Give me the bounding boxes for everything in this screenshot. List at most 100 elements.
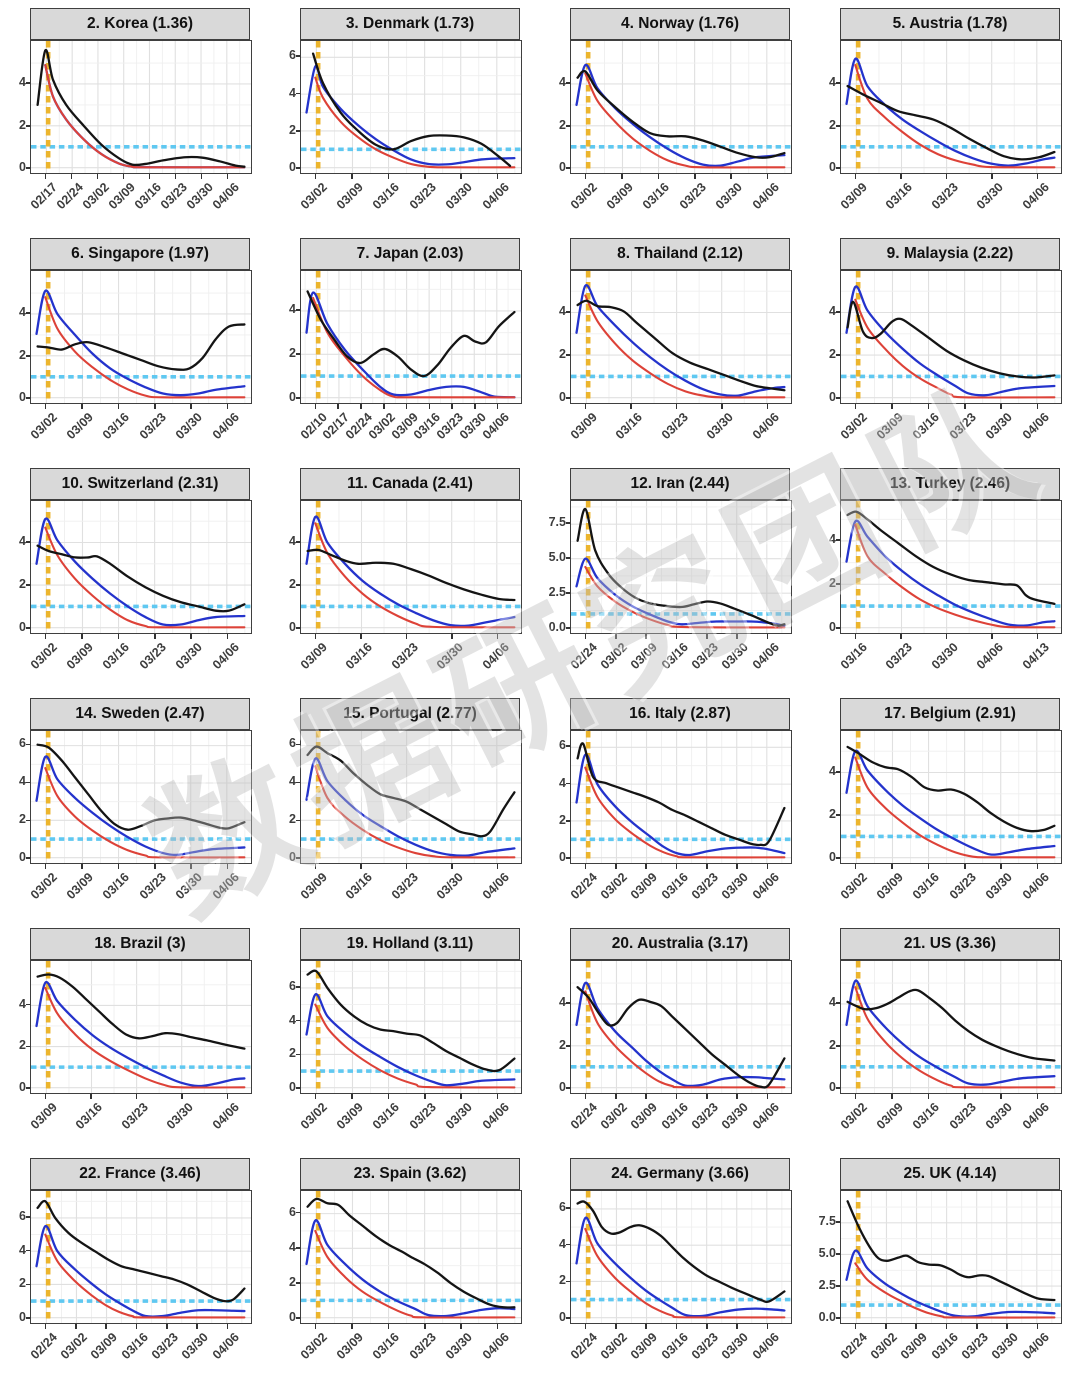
panel-title: 5. Austria (1.78)	[892, 15, 1008, 32]
x-tick-label: 03/09	[628, 1329, 661, 1362]
x-tick-mark	[900, 633, 902, 639]
x-tick-label: 04/06	[749, 1329, 782, 1362]
series-blue	[577, 754, 785, 855]
y-tick-mark	[835, 770, 840, 773]
x-tick-mark	[423, 173, 426, 179]
x-tick-label: 04/06	[1019, 1329, 1052, 1362]
y-tick-label: 6	[19, 1208, 26, 1223]
panel-uk: 25. UK (4.14) 0.0 2.5 5.0 7.5 02/24 03/02 03/09…	[810, 1150, 1080, 1380]
x-tick-mark	[190, 863, 192, 869]
panel-korea: 2. Korea (1.36) 0 2 4 02/17 02/24 03/02 03/09 03…	[0, 0, 270, 230]
x-tick-label: 02/24	[567, 1329, 600, 1362]
series-blue	[847, 750, 1055, 854]
y-tick-label: 7.5	[548, 515, 566, 530]
chart-canvas	[571, 41, 791, 173]
x-tick-label: 03/30	[173, 639, 206, 672]
facet-strip: 23. Spain (3.62)	[300, 1158, 520, 1190]
x-tick-label: 03/30	[719, 869, 752, 902]
plot-area	[840, 729, 1062, 864]
x-tick-label: 03/16	[882, 179, 915, 212]
series-red	[855, 65, 1054, 167]
y-tick-mark	[565, 1087, 570, 1090]
y-tick-label: 6	[559, 738, 566, 753]
y-tick-mark	[565, 354, 570, 356]
x-tick-label: 03/09	[873, 1099, 906, 1132]
x-tick-label: 03/02	[297, 179, 330, 212]
y-tick-label: 4	[19, 75, 26, 90]
x-tick-mark	[766, 863, 769, 869]
x-tick-mark	[360, 863, 362, 869]
y-tick-mark	[25, 124, 30, 127]
x-tick-label: 03/16	[100, 409, 133, 442]
y-tick-mark	[835, 1087, 840, 1090]
plot-area	[300, 1189, 522, 1324]
plot-area	[300, 959, 522, 1094]
x-tick-mark	[360, 633, 362, 639]
facet-strip: 15. Portugal (2.77)	[300, 698, 520, 730]
panel-italy: 16. Italy (2.87) 0 2 4 6 02/24 03/02 03/09 03/16…	[540, 690, 810, 920]
panel-germany: 24. Germany (3.66) 0 2 4 6 02/24 03/02 03/09 03/…	[540, 1150, 810, 1380]
y-tick-label: 0.0	[818, 1310, 836, 1325]
x-tick-label: 03/16	[100, 639, 133, 672]
x-tick-mark	[351, 1093, 353, 1099]
y-tick-label: 0	[289, 850, 296, 865]
facet-strip: 11. Canada (2.41)	[300, 468, 520, 500]
x-tick-label: 03/16	[910, 869, 943, 902]
panel-title: 11. Canada (2.41)	[347, 475, 473, 492]
series-blue	[847, 1250, 1055, 1316]
y-tick-mark	[835, 539, 840, 541]
y-tick-mark	[835, 1285, 840, 1287]
x-tick-label: 03/30	[713, 179, 746, 212]
x-tick-label: 03/30	[433, 869, 466, 902]
x-tick-mark	[122, 173, 125, 179]
y-tick-mark	[565, 1207, 570, 1209]
panel-title: 8. Thailand (2.12)	[617, 245, 743, 262]
panel-title: 16. Italy (2.87)	[629, 705, 731, 722]
x-tick-label: 03/16	[910, 409, 943, 442]
y-tick-label: 2	[559, 117, 566, 132]
facet-strip: 3. Denmark (1.73)	[300, 8, 520, 40]
x-tick-label: 03/09	[27, 1099, 60, 1132]
chart-canvas	[31, 961, 251, 1093]
y-tick-mark	[295, 1211, 300, 1214]
x-tick-mark	[496, 403, 499, 409]
facet-strip: 4. Norway (1.76)	[570, 8, 790, 40]
x-tick-label: 03/09	[63, 639, 96, 672]
y-tick-mark	[295, 92, 300, 95]
y-tick-label: 2	[289, 576, 296, 591]
x-tick-label: 03/23	[157, 179, 190, 212]
y-tick-label: 0	[19, 1310, 26, 1325]
series-black	[308, 549, 515, 599]
series-red	[45, 527, 244, 627]
y-tick-label: 0	[289, 390, 296, 405]
y-tick-label: 0	[829, 160, 836, 175]
y-tick-label: 7.5	[818, 1213, 836, 1228]
x-tick-label: 03/02	[27, 409, 60, 442]
chart-canvas	[31, 731, 251, 863]
x-tick-mark	[496, 173, 499, 179]
series-blue	[307, 292, 515, 397]
x-tick-mark	[423, 1093, 426, 1099]
series-red	[855, 1263, 1054, 1317]
series-red	[855, 524, 1054, 627]
y-tick-mark	[295, 819, 300, 822]
y-tick-label: 4	[289, 774, 296, 789]
x-tick-label: 03/30	[443, 1329, 476, 1362]
y-tick-label: 4	[19, 1242, 26, 1257]
x-tick-label: 03/30	[973, 179, 1006, 212]
x-tick-label: 03/23	[946, 409, 979, 442]
y-tick-mark	[25, 743, 30, 746]
x-tick-label: 04/06	[749, 179, 782, 212]
x-tick-mark	[105, 1323, 107, 1329]
x-tick-mark	[1000, 863, 1002, 869]
plot-area	[300, 269, 522, 404]
series-blue	[847, 520, 1055, 625]
x-tick-label: 03/16	[658, 869, 691, 902]
x-tick-mark	[405, 633, 408, 639]
x-tick-mark	[584, 403, 587, 409]
x-tick-mark	[226, 173, 229, 179]
chart-canvas	[571, 731, 791, 863]
x-tick-label: 03/23	[388, 869, 421, 902]
series-black	[308, 1198, 515, 1307]
series-black	[308, 746, 515, 836]
